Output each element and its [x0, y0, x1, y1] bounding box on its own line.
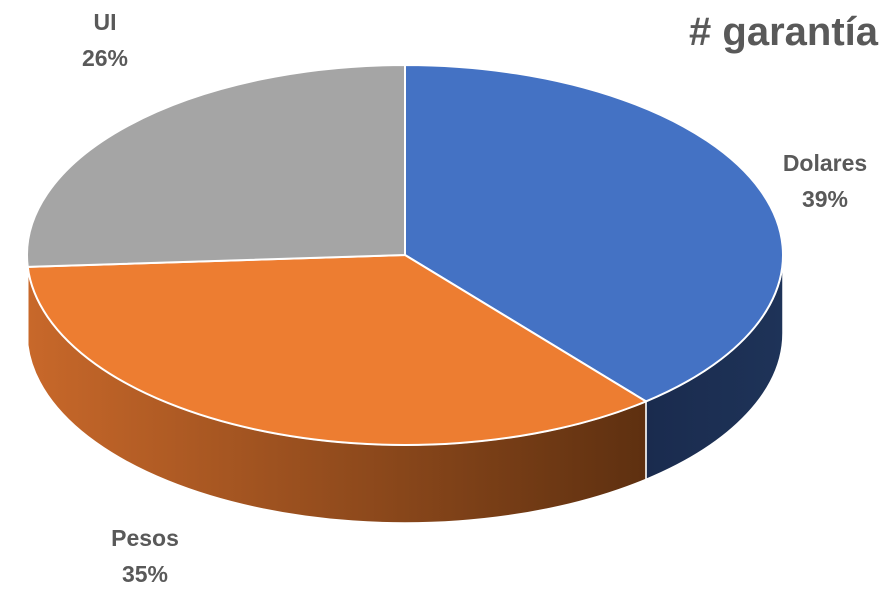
slice-pesos — [26, 254, 647, 446]
slice-percent-dolares: 39% — [801, 186, 849, 212]
slice-percent-ui: 26% — [81, 45, 129, 71]
slice-name-pesos: Pesos — [111, 525, 179, 551]
slice-label-dolares: Dolares 39% — [765, 145, 882, 217]
slice-name-ui: UI — [93, 9, 117, 35]
slice-ui — [26, 64, 406, 268]
chart-title: # garantía — [689, 10, 878, 54]
slice-label-pesos: Pesos 35% — [90, 520, 200, 592]
slice-dolares — [404, 64, 784, 403]
slice-percent-pesos: 35% — [121, 561, 169, 587]
slice-label-ui: UI 26% — [50, 4, 160, 76]
slice-name-dolares: Dolares — [782, 150, 868, 176]
